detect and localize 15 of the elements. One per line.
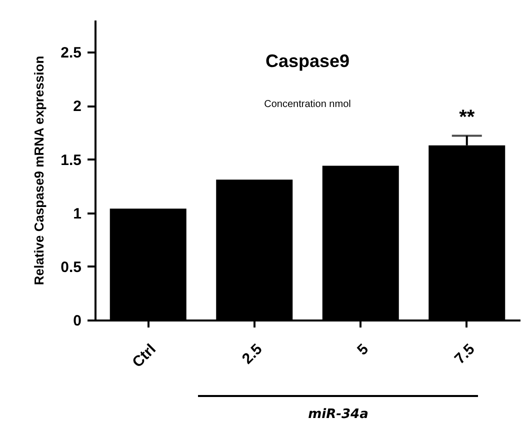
y-tick-label: 2: [73, 98, 82, 116]
y-tick-label: 0: [73, 312, 82, 330]
x-tick-label: 7.5: [451, 340, 478, 368]
y-tick-label: 1.5: [60, 152, 82, 169]
y-axis-title: Relative Caspase9 mRNA expression: [32, 56, 47, 286]
annotation: **: [459, 106, 475, 129]
x-tick-label: 2.5: [238, 340, 266, 368]
text: Caspase9: [265, 51, 350, 71]
y-tick-label: 1: [73, 205, 82, 222]
text: miR-34a: [307, 407, 370, 422]
x-tick-label: 5: [354, 340, 372, 359]
y-tick-label: 0.5: [60, 258, 82, 276]
y-tick-label: 2.5: [60, 44, 82, 62]
text: Concentration nmol: [264, 99, 351, 110]
x-tick-label: Ctrl: [129, 340, 160, 372]
